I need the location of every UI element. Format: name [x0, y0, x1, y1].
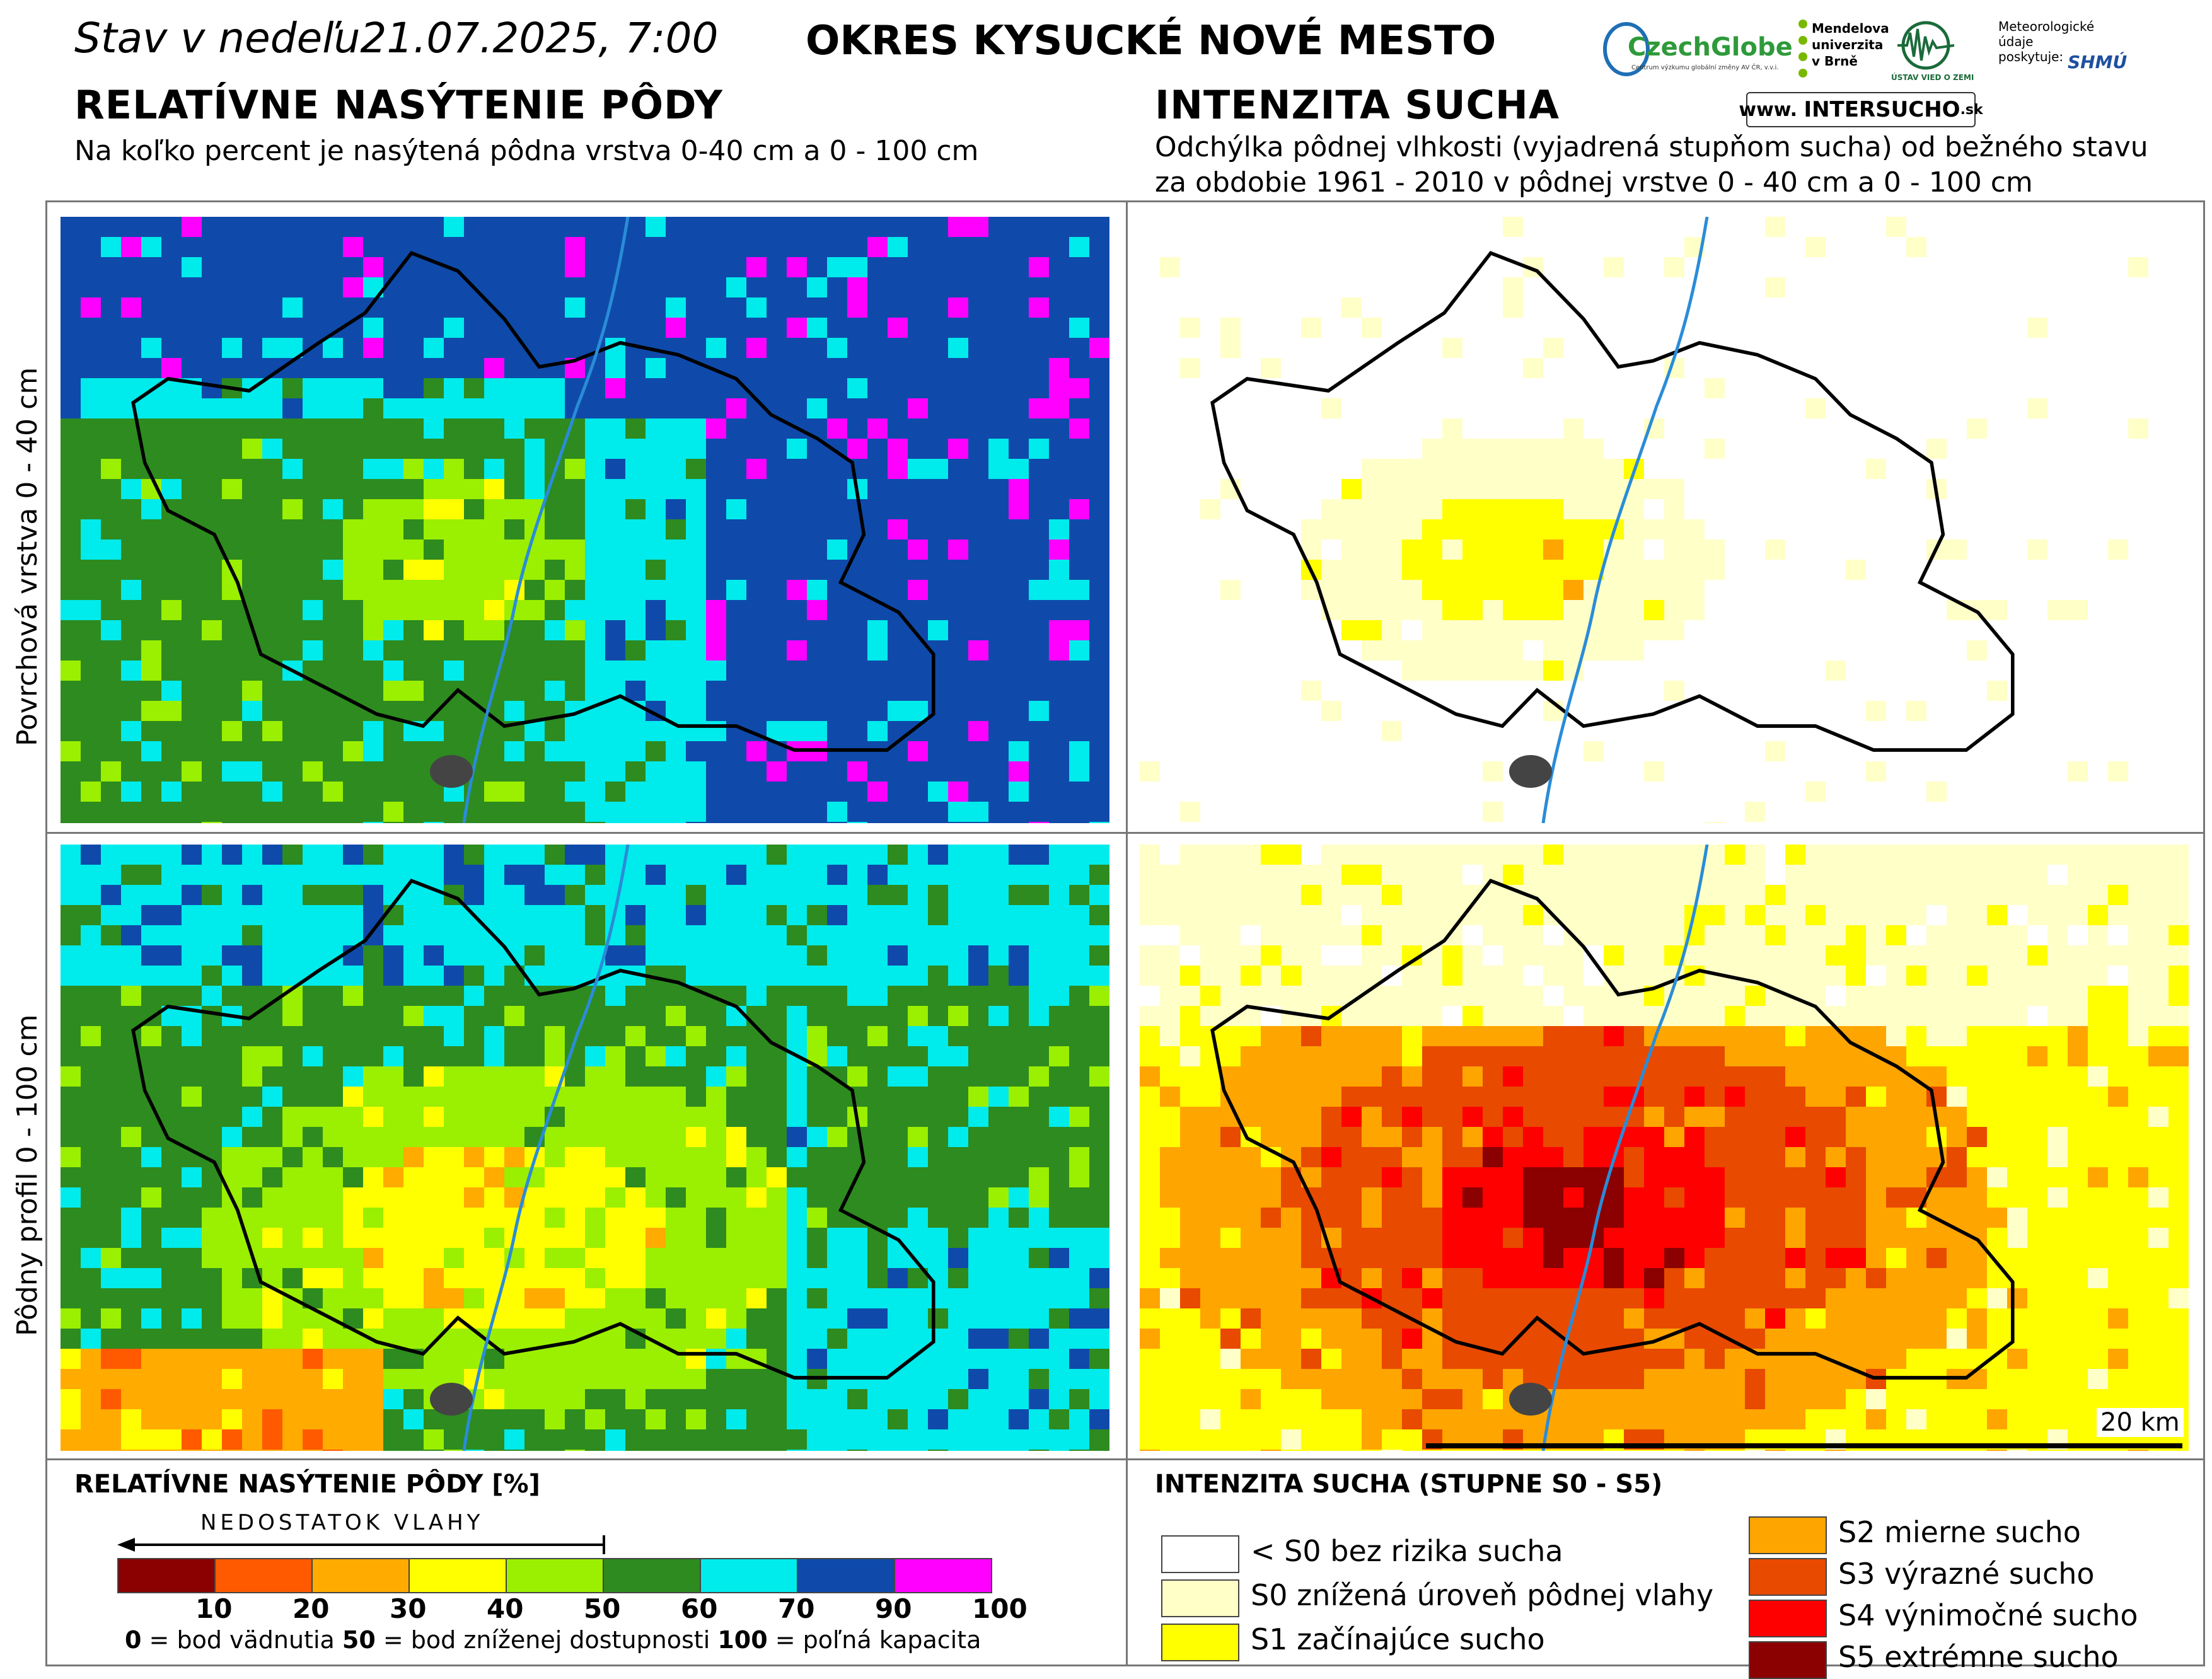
- drought-label: S1 začínajúce sucho: [1251, 1622, 1545, 1656]
- map-saturation-profile: [61, 845, 1109, 1451]
- main-frame: [45, 200, 2205, 1666]
- drought-swatch: [1749, 1558, 1827, 1596]
- drought-label: S2 mierne sucho: [1838, 1515, 2081, 1549]
- saturation-swatch: [311, 1558, 410, 1593]
- drought-swatch: [1161, 1535, 1239, 1573]
- map-drought-topsoil: [1140, 217, 2189, 823]
- saturation-tick: 60: [681, 1593, 718, 1624]
- drought-label: S5 extrémne sucho: [1838, 1640, 2119, 1674]
- saturation-swatch: [506, 1558, 604, 1593]
- saturation-title: RELATÍVNE NASÝTENIE PÔDY: [74, 82, 723, 128]
- saturation-swatch: [894, 1558, 992, 1593]
- saturation-tick: 20: [292, 1593, 330, 1624]
- scale-bar-label: 20 km: [2097, 1408, 2184, 1437]
- saturation-subtitle: Na koľko percent je nasýtená pôdna vrstv…: [74, 135, 979, 167]
- czechglobe-name: CzechGlobe: [1628, 33, 1793, 62]
- uvz-name: ÚSTAV VIED O ZEMI: [1891, 73, 1974, 82]
- saturation-tick: 30: [390, 1593, 427, 1624]
- drought-swatch: [1749, 1516, 1827, 1554]
- saturation-tick: 90: [875, 1593, 912, 1624]
- saturation-swatch: [603, 1558, 701, 1593]
- row-label-bottom: Pôdny profil 0 - 100 cm: [11, 1014, 43, 1337]
- district-title: OKRES KYSUCKÉ NOVÉ MESTO: [806, 18, 1497, 64]
- drought-label: < S0 bez rizika sucha: [1251, 1534, 1563, 1568]
- drought-legend-title: INTENZITA SUCHA (STUPNE S0 - S5): [1155, 1470, 1663, 1499]
- mendelu-name: Mendelova univerzita v Brně: [1812, 21, 1889, 69]
- deficit-arrow-label: NEDOSTATOK VLAHY: [200, 1510, 484, 1535]
- saturation-tick: 100: [972, 1593, 1028, 1624]
- intersucho-link[interactable]: www. INTERSUCHO .sk: [1739, 92, 1983, 127]
- saturation-footnote: 0 = bod vädnutia 50 = bod zníženej dostu…: [125, 1626, 981, 1654]
- saturation-swatch: [408, 1558, 507, 1593]
- status-date: Stav v nedeľu21.07.2025, 7:00: [74, 14, 719, 62]
- row-divider: [45, 832, 2203, 834]
- saturation-legend-title: RELATÍVNE NASÝTENIE PÔDY [%]: [74, 1470, 540, 1499]
- partner-logos: CzechGlobe Centrum výzkumu globální změn…: [1601, 11, 2143, 127]
- row-label-top: Povrchová vrstva 0 - 40 cm: [11, 367, 43, 746]
- scale-bar: [1426, 1443, 2182, 1448]
- saturation-tick: 70: [778, 1593, 815, 1624]
- drought-swatch: [1161, 1624, 1239, 1661]
- footnote-fifty-text: = bod zníženej dostupnosti: [375, 1626, 718, 1654]
- drought-legend: < S0 bez rizika sucha S0 znížená úroveň p…: [1154, 1500, 2194, 1679]
- uvz-logo: ÚSTAV VIED O ZEMI: [1891, 20, 1979, 89]
- footnote-zero: 0: [125, 1626, 142, 1654]
- meteo-credit: Meteorologické údaje poskytuje:: [1998, 19, 2095, 64]
- saturation-tick: 10: [195, 1593, 233, 1624]
- drought-title: INTENZITA SUCHA: [1155, 82, 1560, 128]
- saturation-tick: 40: [487, 1593, 524, 1624]
- mendelu-logo: Mendelova univerzita v Brně: [1797, 18, 1889, 87]
- czechglobe-logo: CzechGlobe Centrum výzkumu globální změn…: [1601, 19, 1793, 82]
- footnote-hundred: 100: [717, 1626, 768, 1654]
- footnote-fifty: 50: [342, 1626, 376, 1654]
- footnote-hundred-text: = poľná kapacita: [767, 1626, 982, 1654]
- czechglobe-subtitle: Centrum výzkumu globální změny AV ČR, v.…: [1631, 64, 1779, 71]
- drought-label: S0 znížená úroveň pôdnej vlahy: [1251, 1578, 1714, 1612]
- saturation-tick: 50: [584, 1593, 621, 1624]
- saturation-tick-labels: 10 20 30 40 50 60 70 90 100: [117, 1593, 1028, 1631]
- czechglobe-logo-ring: [1603, 22, 1650, 76]
- intersucho-prefix: www.: [1739, 98, 1797, 121]
- map-drought-profile: [1140, 845, 2189, 1451]
- drought-label: S4 výnimočné sucho: [1838, 1598, 2138, 1632]
- column-divider: [1126, 200, 1128, 1665]
- drought-swatch: [1749, 1641, 1827, 1679]
- mendelu-dots: [1798, 20, 1807, 78]
- footnote-zero-text: = bod vädnutia: [141, 1626, 342, 1654]
- drought-swatch: [1161, 1579, 1239, 1617]
- legend-divider: [45, 1458, 2203, 1460]
- shmu-logo: SHMÚ: [2068, 52, 2128, 72]
- drought-swatch: [1749, 1600, 1827, 1637]
- intersucho-name: INTERSUCHO: [1804, 97, 1960, 122]
- drought-subtitle-2: za obdobie 1961 - 2010 v pôdnej vrstve 0…: [1155, 166, 2033, 199]
- seismograph-icon: [1897, 21, 1955, 70]
- map-saturation-topsoil: [61, 217, 1109, 823]
- saturation-color-bar: [117, 1558, 1025, 1596]
- saturation-swatch: [117, 1558, 216, 1593]
- drought-label: S3 výrazné sucho: [1838, 1557, 2095, 1591]
- saturation-swatch: [214, 1558, 313, 1593]
- saturation-swatch: [797, 1558, 895, 1593]
- saturation-swatch: [700, 1558, 798, 1593]
- intersucho-suffix: .sk: [1960, 101, 1983, 118]
- drought-subtitle-1: Odchýlka pôdnej vlhkosti (vyjadrená stup…: [1155, 131, 2148, 163]
- deficit-arrow-icon: [117, 1535, 605, 1554]
